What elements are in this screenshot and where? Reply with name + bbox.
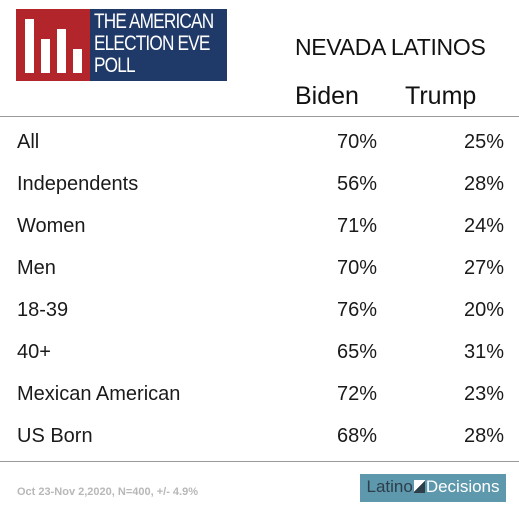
logo-wordmark: THE AMERICAN ELECTION EVE POLL bbox=[90, 9, 227, 81]
latino-decisions-brand-part-1: Latino bbox=[366, 477, 413, 496]
row-label: Men bbox=[17, 257, 56, 279]
results-table: All 70% 25% Independents 56% 28% Women 71% 24% Me… bbox=[0, 124, 519, 460]
logo-line-1: THE AMERICAN bbox=[94, 10, 214, 33]
latino-decisions-logo: Latino Decisions bbox=[360, 474, 506, 502]
biden-value: 56% bbox=[336, 173, 377, 195]
trump-value: 31% bbox=[463, 341, 504, 363]
biden-value: 68% bbox=[336, 425, 377, 447]
slash-mark-icon bbox=[413, 480, 425, 493]
table-row: Mexican American 72% 23% bbox=[0, 376, 519, 418]
chart-title: NEVADA LATINOS bbox=[295, 34, 486, 60]
header-divider bbox=[0, 116, 519, 117]
table-row: Independents 56% 28% bbox=[0, 166, 519, 208]
row-label: Mexican American bbox=[17, 383, 181, 405]
biden-value: 70% bbox=[336, 131, 377, 153]
row-label: Women bbox=[17, 215, 86, 237]
table-row: US Born 68% 28% bbox=[0, 418, 519, 460]
trump-value: 27% bbox=[463, 257, 504, 279]
biden-value: 70% bbox=[336, 257, 377, 279]
table-row: Women 71% 24% bbox=[0, 208, 519, 250]
biden-value: 72% bbox=[336, 383, 377, 405]
column-header-trump: Trump bbox=[405, 82, 477, 110]
biden-value: 65% bbox=[336, 341, 377, 363]
trump-value: 25% bbox=[463, 131, 504, 153]
trump-value: 23% bbox=[463, 383, 504, 405]
table-row: All 70% 25% bbox=[0, 124, 519, 166]
logo-line-2: ELECTION EVE bbox=[94, 32, 210, 55]
logo-line-3: POLL bbox=[94, 54, 136, 77]
row-label: All bbox=[17, 131, 40, 153]
bar-chart-logo-icon bbox=[16, 9, 90, 81]
biden-value: 76% bbox=[336, 299, 377, 321]
latino-decisions-brand-part-2: Decisions bbox=[425, 477, 500, 496]
trump-value: 24% bbox=[463, 215, 504, 237]
row-label: Independents bbox=[17, 173, 139, 195]
biden-value: 71% bbox=[336, 215, 377, 237]
election-eve-poll-logo: THE AMERICAN ELECTION EVE POLL bbox=[16, 9, 227, 81]
trump-value: 28% bbox=[463, 173, 504, 195]
row-label: 40+ bbox=[17, 341, 51, 363]
table-row: 40+ 65% 31% bbox=[0, 334, 519, 376]
table-row: 18-39 76% 20% bbox=[0, 292, 519, 334]
trump-value: 20% bbox=[463, 299, 504, 321]
poll-footnote: Oct 23-Nov 2,2020, N=400, +/- 4.9% bbox=[17, 486, 198, 498]
footer-divider bbox=[0, 461, 519, 462]
row-label: US Born bbox=[17, 425, 93, 447]
table-row: Men 70% 27% bbox=[0, 250, 519, 292]
trump-value: 28% bbox=[463, 425, 504, 447]
row-label: 18-39 bbox=[17, 299, 69, 321]
column-header-biden: Biden bbox=[295, 82, 359, 110]
